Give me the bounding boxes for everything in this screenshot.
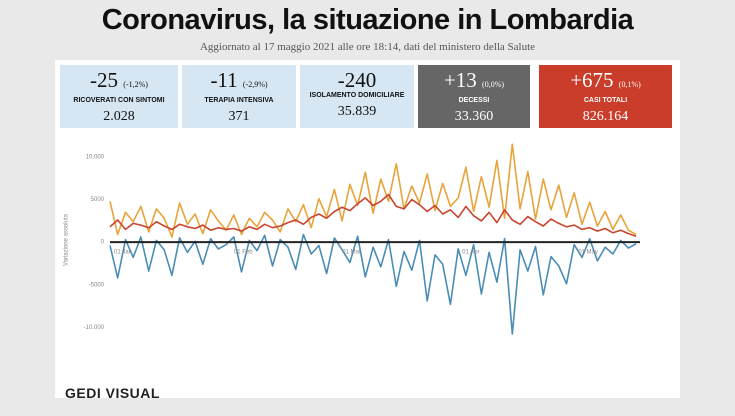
x-tick-label: 01 Apr <box>462 250 479 256</box>
y-tick-label: 10.000 <box>86 155 105 161</box>
title: Coronavirus, la situazione in Lombardia <box>101 4 634 36</box>
subtitle: Aggiornato al 17 maggio 2021 alle ore 18… <box>199 41 536 53</box>
x-tick-label: 01 Jan <box>114 250 132 256</box>
line-series <box>109 193 637 237</box>
y-tick-label: 0 <box>101 240 105 246</box>
stat-box: +675 (0,1%) CASI TOTALI 826.164 <box>539 65 672 128</box>
y-tick-label: -10.000 <box>84 325 105 331</box>
stat-value: 35.839 <box>337 104 377 119</box>
stat-value: 33.360 <box>454 109 494 124</box>
stat-change: +675 <box>570 68 614 92</box>
stat-change: +13 <box>443 68 477 92</box>
stat-label: ISOLAMENTO DOMICILIARE <box>309 92 405 99</box>
y-axis-label: Variazione assoluta <box>64 213 70 266</box>
stat-box: -240 ISOLAMENTO DOMICILIARE 35.839 <box>300 65 414 128</box>
stat-label: TERAPIA INTENSIVA <box>204 97 274 104</box>
stat-change: -240 <box>337 68 377 92</box>
stat-percent: (0,0%) <box>482 80 505 89</box>
stat-label: RICOVERATI CON SINTOMI <box>73 97 165 104</box>
stat-change-row: -11 (-2,9%) <box>182 69 296 96</box>
stat-percent: (-1,2%) <box>123 80 148 89</box>
x-tick-label: 01 Feb <box>234 250 253 256</box>
line-series <box>109 233 637 335</box>
stat-value: 826.164 <box>582 109 629 124</box>
stat-change-row: -240 <box>300 69 414 91</box>
line-series <box>109 143 637 238</box>
stat-percent: (0,1%) <box>618 80 641 89</box>
y-tick-label: 5000 <box>91 197 105 203</box>
stat-change-row: +675 (0,1%) <box>539 69 672 96</box>
chart: Variazione assoluta -10.000 -5000 0 5000 10.0… <box>64 143 640 335</box>
stat-label: CASI TOTALI <box>583 97 628 104</box>
stat-change-row: -25 (-1,2%) <box>60 69 178 96</box>
stat-change: -25 <box>90 68 119 92</box>
stat-percent: (-2,9%) <box>242 80 268 89</box>
stat-change-row: +13 (0,0%) <box>418 69 530 96</box>
stat-box: -11 (-2,9%) TERAPIA INTENSIVA 371 <box>182 65 296 128</box>
stat-box: -25 (-1,2%) RICOVERATI CON SINTOMI 2.028 <box>60 65 178 128</box>
y-tick-label: -5000 <box>89 282 105 288</box>
footer: GEDI VISUAL <box>65 385 160 401</box>
stat-label: DECESSI <box>458 97 490 104</box>
stat-box: +13 (0,0%) DECESSI 33.360 <box>418 65 530 128</box>
stat-value: 371 <box>228 109 250 124</box>
stat-value: 2.028 <box>103 109 135 124</box>
stat-change: -11 <box>210 68 238 92</box>
x-tick-label: 01 May <box>578 250 598 256</box>
x-tick-label: 01 Mar <box>342 250 361 256</box>
